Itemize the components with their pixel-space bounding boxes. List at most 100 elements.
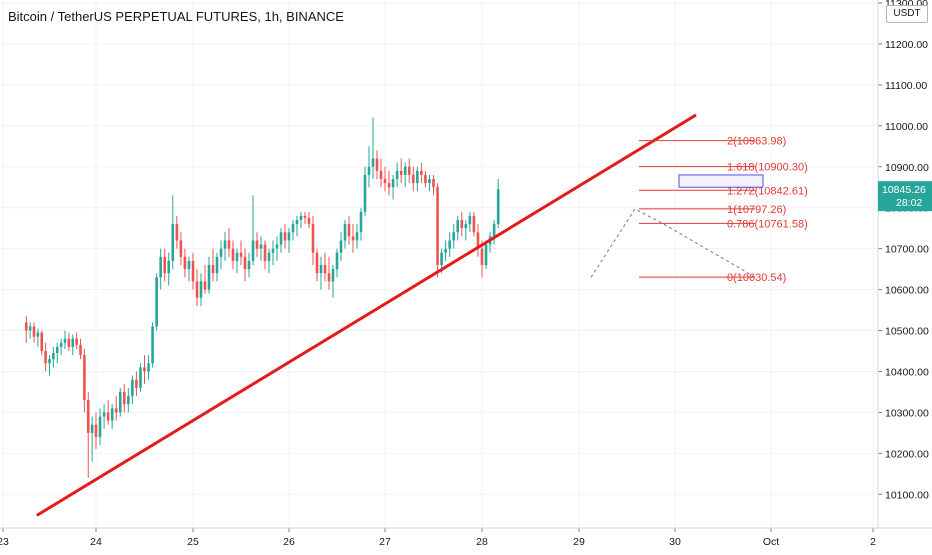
candle-body: [40, 332, 44, 351]
candle-body: [32, 326, 36, 337]
candle-body: [383, 179, 387, 184]
candle-body: [391, 179, 395, 188]
chart-title: Bitcoin / TetherUS PERPETUAL FUTURES, 1h…: [8, 9, 344, 24]
candle-body: [315, 252, 319, 274]
target-box: [678, 174, 764, 188]
candle-body: [448, 240, 451, 249]
candle-body: [403, 166, 407, 175]
candle-body: [223, 240, 227, 249]
candle-body: [147, 363, 150, 372]
candle-body: [48, 359, 51, 364]
candle-body: [239, 252, 243, 257]
countdown-label: 28:02: [896, 197, 922, 209]
candle-body: [327, 273, 331, 282]
candle-body: [131, 379, 134, 397]
candle-body: [187, 260, 191, 270]
x-tick-label: 29: [573, 536, 585, 548]
candle-body: [255, 240, 259, 249]
candle-body: [387, 183, 391, 188]
candle-body: [259, 244, 263, 249]
candle-body: [143, 367, 146, 372]
fib-level-label: 1.272(10842.61): [727, 185, 808, 197]
candle-body: [359, 211, 363, 233]
fib-level-label: 0(10630.54): [727, 272, 786, 284]
y-tick-label: 10500.00: [885, 326, 929, 338]
x-tick-label: 26: [283, 536, 295, 548]
candle-body: [407, 166, 411, 175]
candle-body: [175, 224, 179, 241]
fib-level-label: 0.786(10761.58): [727, 218, 808, 230]
y-tick-label: 11000.00: [885, 121, 928, 133]
candle-body: [243, 256, 247, 270]
candle-body: [183, 256, 187, 270]
candle-body: [63, 338, 67, 343]
candle-body: [464, 224, 468, 229]
candle-body: [215, 256, 219, 274]
candle-body: [428, 179, 431, 184]
x-tick-label: 28: [476, 536, 488, 548]
candle-body: [456, 219, 460, 233]
candle-body: [135, 379, 138, 388]
candle-body: [263, 244, 267, 261]
candle-body: [267, 252, 271, 261]
candle-body: [379, 170, 383, 180]
candle-body: [67, 338, 71, 347]
candle-body: [44, 350, 47, 364]
candle-body: [424, 174, 427, 184]
y-tick-label: 10100.00: [885, 489, 929, 501]
fib-level-label: 1.618(10900.30): [727, 162, 808, 174]
candle-body: [323, 265, 327, 274]
candle-body: [460, 219, 464, 229]
candle-body: [371, 158, 375, 167]
candle-body: [375, 158, 379, 171]
candle-body: [106, 412, 110, 421]
y-tick-label: 10700.00: [885, 244, 929, 256]
candle-body: [492, 224, 496, 237]
candle-body: [227, 240, 231, 249]
candle-body: [79, 344, 82, 356]
candle-body: [444, 248, 447, 253]
x-tick-label: 24: [90, 536, 102, 548]
candle-body: [275, 244, 279, 249]
grid: [0, 0, 878, 528]
candle-body: [476, 232, 480, 249]
candle-body: [291, 224, 295, 233]
candle-body: [151, 326, 154, 364]
candle-body: [420, 170, 423, 175]
candle-body: [496, 189, 500, 225]
candle-body: [28, 326, 32, 331]
candle-body: [203, 281, 207, 290]
candle-body: [36, 332, 40, 337]
candle-body: [399, 170, 403, 175]
candle-body: [110, 408, 114, 421]
candle-body: [416, 170, 419, 184]
candle-body: [127, 396, 130, 405]
last-price-tag: [878, 181, 932, 212]
candle-body: [90, 424, 94, 433]
candle-body: [163, 256, 167, 274]
x-tick-label: 30: [669, 536, 681, 548]
y-tick-label: 10400.00: [885, 366, 929, 378]
candle-body: [287, 232, 291, 241]
candle-body: [283, 232, 287, 241]
candles: [24, 117, 500, 478]
candle-body: [367, 166, 371, 175]
candle-body: [355, 232, 359, 241]
candle-body: [395, 170, 399, 180]
currency-button[interactable]: USDT: [886, 5, 928, 23]
x-tick-label: Oct: [763, 536, 779, 548]
candle-body: [231, 248, 235, 261]
candle-body: [235, 252, 239, 261]
candle-body: [139, 367, 142, 388]
y-tick-label: 10300.00: [885, 407, 929, 419]
candle-body: [311, 224, 315, 253]
candle-body: [432, 179, 435, 188]
candle-body: [251, 240, 255, 261]
y-tick-label: 11200.00: [885, 39, 928, 51]
candle-body: [102, 412, 106, 417]
candle-body: [319, 265, 323, 274]
candle-body: [363, 174, 367, 212]
candle-body: [55, 346, 59, 354]
